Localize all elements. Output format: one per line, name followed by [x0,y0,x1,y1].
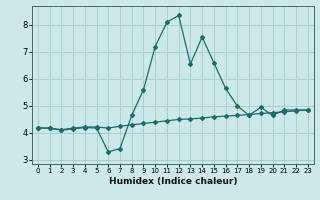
X-axis label: Humidex (Indice chaleur): Humidex (Indice chaleur) [108,177,237,186]
